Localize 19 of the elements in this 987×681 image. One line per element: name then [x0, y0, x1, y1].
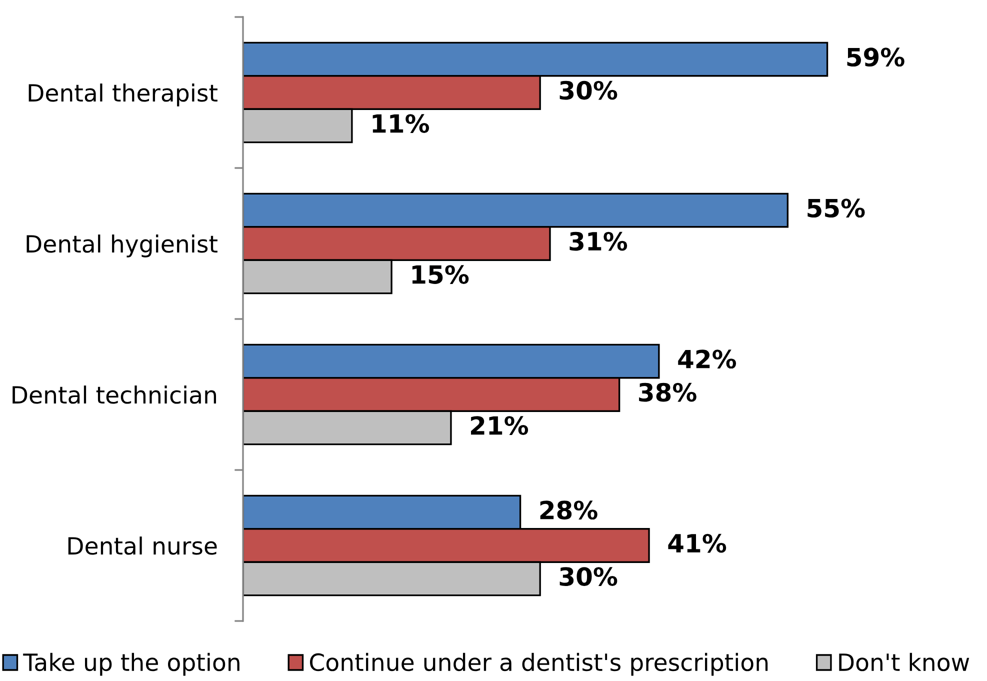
data-label: 42%	[678, 350, 736, 369]
data-label: 59%	[847, 48, 904, 67]
data-label: 15%	[412, 265, 469, 284]
legend-label: Take up the option	[23, 652, 240, 676]
data-label: 55%	[808, 198, 865, 218]
data-label: 11%	[372, 114, 430, 133]
data-label: 30%	[560, 80, 618, 100]
data-label: 28%	[540, 500, 598, 520]
data-label: 31%	[570, 232, 628, 251]
data-label: 38%	[639, 382, 696, 402]
y-tick-label: Dental nurse	[68, 536, 217, 555]
data-label: 21%	[471, 416, 528, 435]
y-tick-label: Dental therapist	[28, 84, 218, 106]
data-label: 30%	[560, 567, 618, 586]
y-tick-label: Dental hygienist	[26, 234, 218, 258]
y-tick-label: Dental technician	[12, 386, 216, 404]
legend-label: Continue under a dentist's prescription	[310, 652, 768, 676]
legend-label: Don't know	[839, 652, 970, 672]
data-label: 41%	[668, 534, 726, 553]
